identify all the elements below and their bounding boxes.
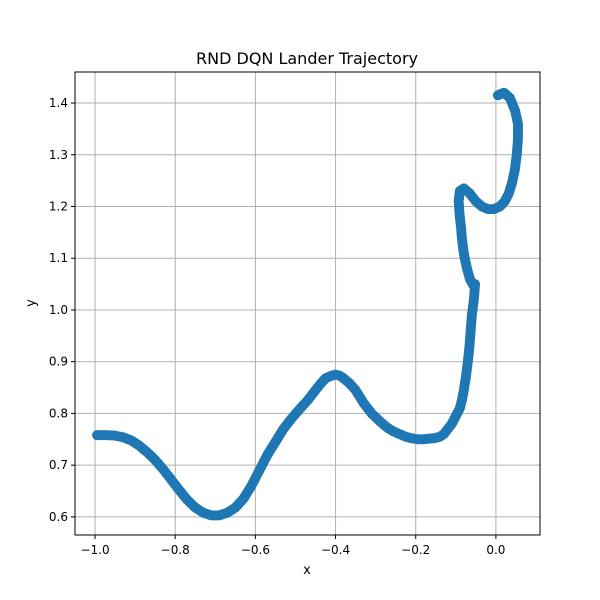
x-tick-label: −0.4 (321, 543, 350, 557)
x-tick-label: −0.8 (161, 543, 190, 557)
data-point (92, 430, 103, 441)
x-tick-label: −0.6 (241, 543, 270, 557)
x-tick-label: −1.0 (80, 543, 109, 557)
y-tick-label: 1.2 (49, 200, 68, 214)
y-tick-label: 1.3 (49, 148, 68, 162)
trajectory-points (92, 87, 523, 521)
x-tick-label: 0.0 (486, 543, 505, 557)
y-tick-label: 1.0 (49, 303, 68, 317)
y-tick-label: 0.9 (49, 355, 68, 369)
y-axis-ticks: 0.6 0.7 0.8 0.9 1.0 1.1 1.2 1.3 1.4 (49, 96, 75, 524)
chart-title: RND DQN Lander Trajectory (196, 49, 418, 68)
y-tick-label: 0.8 (49, 406, 68, 420)
y-tick-label: 0.6 (49, 510, 68, 524)
y-tick-label: 1.4 (49, 96, 68, 110)
y-tick-label: 1.1 (49, 251, 68, 265)
x-tick-label: −0.2 (401, 543, 430, 557)
x-axis-label: x (303, 563, 311, 578)
y-axis-label: y (24, 299, 39, 307)
x-axis-ticks: −1.0 −0.8 −0.6 −0.4 −0.2 0.0 (80, 535, 505, 557)
plot-frame (74, 71, 541, 536)
y-tick-label: 0.7 (49, 458, 68, 472)
